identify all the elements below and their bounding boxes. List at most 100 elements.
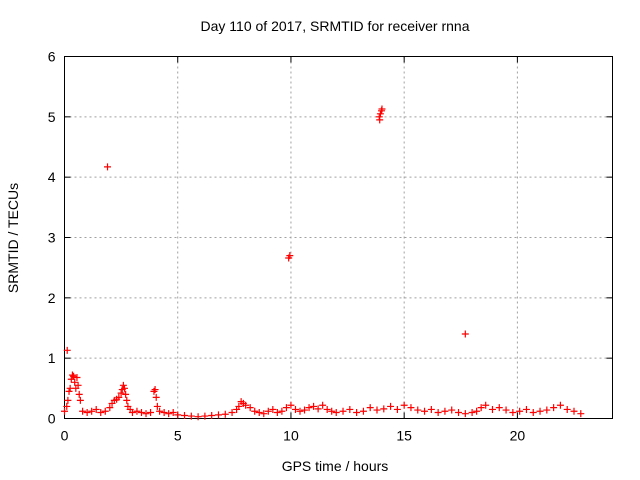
data-point bbox=[427, 405, 435, 413]
data-point bbox=[328, 407, 336, 415]
data-point bbox=[455, 408, 463, 416]
data-point bbox=[407, 404, 415, 412]
data-point bbox=[400, 401, 408, 409]
data-point bbox=[441, 407, 449, 415]
data-point bbox=[434, 408, 442, 416]
y-tick-label: 4 bbox=[48, 169, 56, 185]
data-point bbox=[70, 372, 78, 380]
data-point bbox=[387, 402, 395, 410]
data-point bbox=[97, 408, 105, 416]
data-point bbox=[201, 412, 209, 420]
data-point bbox=[101, 407, 109, 415]
data-point bbox=[122, 390, 130, 398]
data-point bbox=[414, 406, 422, 414]
data-point bbox=[153, 402, 161, 410]
data-point bbox=[468, 408, 476, 416]
data-point bbox=[260, 410, 268, 418]
data-point bbox=[522, 405, 530, 413]
data-point bbox=[255, 408, 263, 416]
data-point bbox=[181, 411, 189, 419]
data-point bbox=[152, 393, 160, 401]
data-point bbox=[169, 408, 177, 416]
data-point bbox=[133, 407, 141, 415]
data-point bbox=[104, 163, 112, 171]
data-point bbox=[286, 252, 294, 260]
y-axis-label: SRMTID / TECUs bbox=[5, 183, 21, 293]
data-point bbox=[123, 396, 131, 404]
data-point bbox=[73, 373, 81, 381]
y-tick-label: 6 bbox=[48, 49, 56, 65]
data-point bbox=[516, 407, 524, 415]
data-point bbox=[529, 408, 537, 416]
data-point bbox=[278, 407, 286, 415]
data-point bbox=[353, 408, 361, 416]
data-point bbox=[75, 390, 83, 398]
data-point bbox=[339, 407, 347, 415]
x-tick-label: 0 bbox=[61, 428, 69, 444]
data-point bbox=[68, 371, 76, 379]
data-point bbox=[310, 402, 318, 410]
x-tick-label: 5 bbox=[174, 428, 182, 444]
data-point bbox=[165, 410, 173, 418]
data-point bbox=[242, 401, 250, 409]
y-tick-label: 5 bbox=[48, 109, 56, 125]
data-point bbox=[461, 410, 469, 418]
data-point bbox=[269, 405, 277, 413]
data-point bbox=[305, 404, 313, 412]
chart-title: Day 110 of 2017, SRMTID for receiver rnn… bbox=[201, 18, 470, 34]
data-point bbox=[366, 404, 374, 412]
data-point bbox=[208, 411, 216, 419]
data-point bbox=[550, 404, 558, 412]
data-point bbox=[74, 381, 82, 389]
data-point bbox=[156, 407, 164, 415]
data-point bbox=[393, 405, 401, 413]
data-point bbox=[502, 406, 510, 414]
data-point bbox=[160, 408, 168, 416]
data-point bbox=[264, 407, 272, 415]
x-axis-label: GPS time / hours bbox=[282, 458, 389, 474]
data-point bbox=[332, 408, 340, 416]
y-tick-label: 2 bbox=[48, 290, 56, 306]
data-point bbox=[79, 407, 87, 415]
data-point bbox=[65, 387, 73, 395]
data-point bbox=[376, 116, 384, 124]
axis-ticks: 0 1 2 3 4 5 6 0 5 10 15 20 bbox=[48, 49, 613, 444]
data-point bbox=[76, 396, 84, 404]
data-point bbox=[61, 407, 68, 415]
data-point bbox=[378, 105, 386, 113]
data-point bbox=[187, 412, 195, 420]
data-point bbox=[461, 330, 469, 338]
data-point bbox=[488, 405, 496, 413]
data-point bbox=[228, 408, 236, 416]
data-point bbox=[121, 384, 129, 392]
data-point bbox=[83, 408, 91, 416]
data-points bbox=[61, 105, 585, 421]
data-point bbox=[64, 396, 72, 404]
data-point bbox=[543, 406, 551, 414]
plot-frame bbox=[64, 56, 613, 419]
data-point bbox=[373, 406, 381, 414]
data-point bbox=[301, 406, 309, 414]
data-point bbox=[314, 405, 322, 413]
data-point bbox=[380, 405, 388, 413]
data-point bbox=[323, 405, 331, 413]
data-point bbox=[115, 393, 123, 401]
data-point bbox=[570, 407, 578, 415]
data-point bbox=[536, 407, 544, 415]
data-point bbox=[151, 386, 159, 394]
data-point bbox=[71, 378, 79, 386]
x-tick-label: 15 bbox=[396, 428, 412, 444]
data-point bbox=[376, 110, 384, 118]
data-point bbox=[448, 406, 456, 414]
data-point bbox=[142, 410, 150, 418]
data-point bbox=[556, 401, 564, 409]
data-point bbox=[359, 407, 367, 415]
data-point bbox=[137, 408, 145, 416]
data-point bbox=[477, 404, 485, 412]
data-point bbox=[117, 389, 125, 397]
x-tick-label: 10 bbox=[283, 428, 299, 444]
data-point bbox=[473, 407, 481, 415]
data-point bbox=[421, 407, 429, 415]
data-point bbox=[495, 404, 503, 412]
